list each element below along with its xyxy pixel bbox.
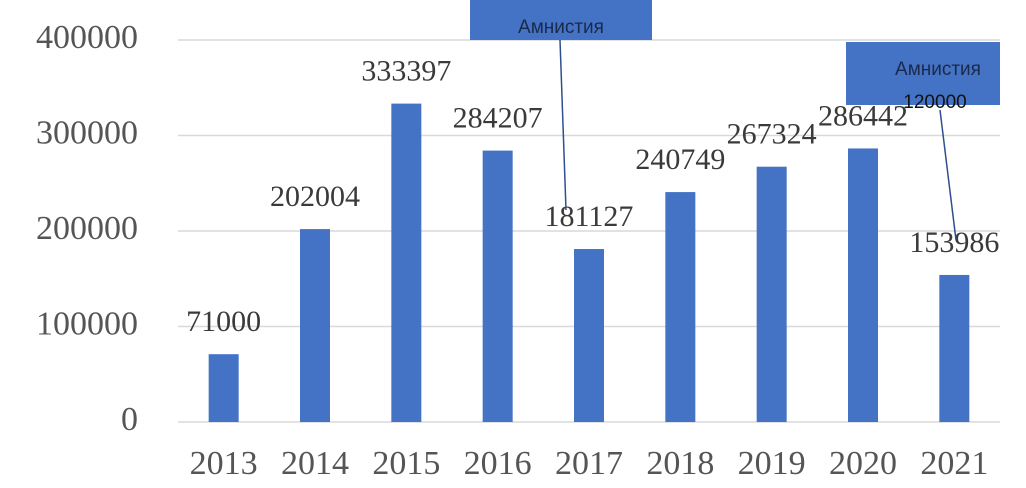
y-tick-label: 300000 (36, 114, 138, 151)
bar (208, 354, 239, 422)
callout-line (939, 109, 957, 241)
bar (665, 192, 696, 422)
data-label: 284207 (453, 101, 543, 134)
x-tick-label: 2017 (555, 445, 623, 482)
x-tick-label: 2018 (646, 445, 714, 482)
data-label: 240749 (635, 143, 725, 176)
bar (756, 166, 787, 422)
data-label: 202004 (270, 180, 360, 213)
annotation-text: Амнистия (518, 17, 604, 38)
annotation-value: 120000 (903, 92, 966, 113)
data-label: 181127 (545, 200, 634, 233)
x-tick-label: 2021 (920, 445, 988, 482)
y-tick-label: 0 (121, 401, 138, 438)
bar (939, 274, 970, 422)
x-tick-label: 2014 (281, 445, 349, 482)
bar (300, 229, 330, 422)
x-tick-label: 2019 (738, 445, 806, 482)
annotation-text: Амнистия (895, 59, 981, 80)
data-label: 333397 (361, 54, 451, 87)
annotation-box (470, 0, 652, 40)
callout-line (559, 39, 567, 211)
data-label: 267324 (727, 118, 817, 151)
x-tick-label: 2013 (190, 445, 258, 482)
y-tick-label: 100000 (36, 305, 138, 342)
y-tick-label: 200000 (36, 210, 138, 247)
x-tick-label: 2020 (829, 445, 897, 482)
bar (391, 103, 422, 422)
bar (848, 148, 878, 423)
x-tick-label: 2016 (464, 445, 532, 482)
data-label: 71000 (186, 305, 261, 338)
y-tick-label: 400000 (36, 19, 138, 56)
annotation-box (846, 42, 1000, 105)
bar (482, 150, 513, 422)
x-tick-label: 2015 (372, 445, 440, 482)
bar (574, 249, 604, 422)
